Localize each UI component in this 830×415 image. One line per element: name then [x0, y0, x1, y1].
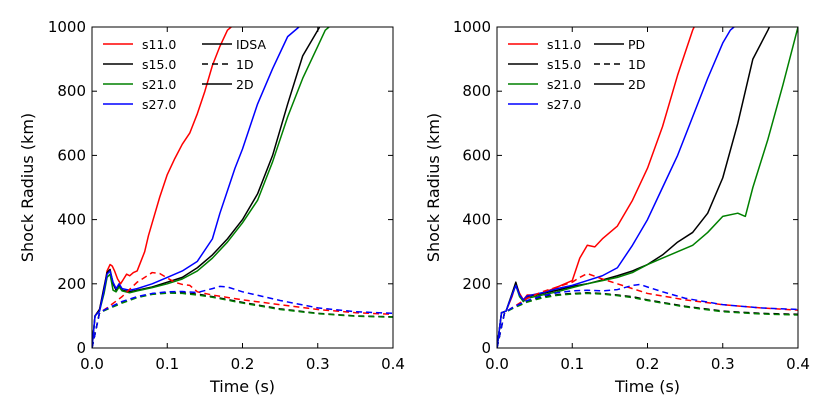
y-tick-label: 600 — [57, 146, 86, 164]
y-axis-label: Shock Radius (km) — [424, 113, 443, 262]
legend-label: s15.0 — [547, 57, 581, 72]
x-tick-label: 0.2 — [636, 355, 660, 373]
series-line-s27-0-2d — [92, 27, 300, 348]
y-tick-label: 800 — [57, 82, 86, 100]
y-tick-label: 800 — [462, 82, 491, 100]
y-tick-label: 200 — [57, 275, 86, 293]
series-line-s11-0-2d — [92, 27, 232, 348]
series-line-s21-0-1d — [497, 292, 798, 348]
legend-label: s27.0 — [547, 97, 581, 112]
legend-label: s21.0 — [142, 77, 176, 92]
y-tick-label: 200 — [462, 275, 491, 293]
y-tick-label: 400 — [462, 211, 491, 229]
series-line-s15-0-1d — [92, 292, 393, 348]
series-group — [92, 27, 393, 348]
legend-style-label: IDSA — [236, 37, 266, 52]
plot-frame — [91, 26, 394, 349]
series-line-s27-0-1d — [497, 283, 798, 348]
y-tick-label: 600 — [462, 146, 491, 164]
x-tick-label: 0.4 — [381, 355, 405, 373]
series-line-s21-0-1d — [92, 292, 393, 348]
legend-style-label: 2D — [628, 77, 646, 92]
x-tick-label: 0.3 — [306, 355, 330, 373]
right-panel-pd: 0.0 0.1 0.2 0.3 0.4 0 200 400 600 800 1000 Time (s)… — [424, 18, 810, 396]
series-line-s21-0-2d — [92, 27, 330, 348]
legend-label: s21.0 — [547, 77, 581, 92]
series-group — [497, 27, 798, 348]
x-tick-label: 0.2 — [231, 355, 255, 373]
legend-label: s11.0 — [547, 37, 581, 52]
x-tick-label: 0.3 — [711, 355, 735, 373]
x-tick-label: 0.1 — [560, 355, 584, 373]
y-tick-label: 1000 — [453, 18, 491, 36]
legend-label: s11.0 — [142, 37, 176, 52]
series-line-s27-0-1d — [92, 285, 393, 348]
legend-style-label: 1D — [236, 57, 254, 72]
x-tick-label: 0.4 — [786, 355, 810, 373]
legend-label: s15.0 — [142, 57, 176, 72]
y-tick-label: 0 — [76, 339, 86, 357]
x-axis-label: Time (s) — [614, 377, 680, 396]
y-tick-label: 0 — [481, 339, 491, 357]
x-tick-label: 0.0 — [80, 355, 104, 373]
y-tick-label: 1000 — [48, 18, 86, 36]
legend-style-label: 2D — [236, 77, 254, 92]
series-line-s11-0-1d — [92, 271, 393, 348]
y-axis-label: Shock Radius (km) — [18, 113, 37, 262]
left-panel-idsa: 0.0 0.1 0.2 0.3 0.4 0 200 400 600 800 1000 Time (s)… — [18, 18, 405, 396]
x-tick-label: 0.1 — [155, 355, 179, 373]
series-line-s11-0-2d — [497, 27, 695, 348]
y-tick-label: 400 — [57, 211, 86, 229]
legend-style-label: 1D — [628, 57, 646, 72]
x-axis-label: Time (s) — [209, 377, 275, 396]
legend-style-label: PD — [628, 37, 645, 52]
legend-label: s27.0 — [142, 97, 176, 112]
series-line-s27-0-2d — [497, 27, 735, 348]
x-tick-label: 0.0 — [485, 355, 509, 373]
series-line-s11-0-1d — [497, 272, 798, 348]
